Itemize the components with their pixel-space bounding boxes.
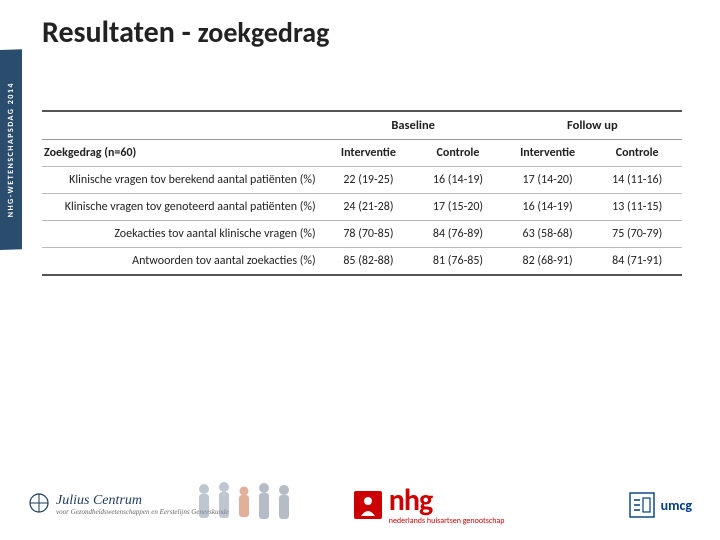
table-cell: 85 (82-88)	[324, 248, 414, 276]
table-cell: 24 (21-28)	[324, 194, 414, 221]
results-table: Baseline Follow up Zoekgedrag (n=60) Int…	[42, 110, 682, 276]
table-row: Klinische vragen tov berekend aantal pat…	[42, 167, 682, 194]
table-sub-header-row: Zoekgedrag (n=60) Interventie Controle I…	[42, 140, 682, 167]
row-label: Antwoorden tov aantal zoekacties (%)	[42, 248, 324, 276]
table-cell: 14 (11-16)	[592, 167, 682, 194]
row-label: Klinische vragen tov berekend aantal pat…	[42, 167, 324, 194]
table-cell: 75 (70-79)	[592, 221, 682, 248]
table-cell: 84 (76-89)	[413, 221, 503, 248]
table-cell: 22 (19-25)	[324, 167, 414, 194]
table-cell: 17 (14-20)	[503, 167, 593, 194]
table-group-header-row: Baseline Follow up	[42, 111, 682, 140]
side-branding-tab	[0, 49, 22, 250]
table-row: Antwoorden tov aantal zoekacties (%)85 (…	[42, 248, 682, 276]
group-header-baseline: Baseline	[324, 111, 503, 140]
sub-header-interventie-2: Interventie	[503, 140, 593, 167]
table-body: Klinische vragen tov berekend aantal pat…	[42, 167, 682, 276]
group-header-followup: Follow up	[503, 111, 682, 140]
footer-logos: Julius Centrum voor Gezondheidswetenscha…	[0, 470, 720, 540]
table-cell: 63 (58-68)	[503, 221, 593, 248]
table-cell: 81 (76-85)	[413, 248, 503, 276]
row-label: Zoekacties tov aantal klinische vragen (…	[42, 221, 324, 248]
table-cell: 84 (71-91)	[592, 248, 682, 276]
table-row: Klinische vragen tov genoteerd aantal pa…	[42, 194, 682, 221]
people-silhouette-icon	[190, 477, 300, 532]
table-cell: 78 (70-85)	[324, 221, 414, 248]
page-title: Resultaten - zoekgedrag	[42, 14, 329, 51]
table-cell: 82 (68-91)	[503, 248, 593, 276]
logo-nhg-tag: nederlands huisartsen genootschap	[389, 517, 505, 526]
logo-nhg-name: nhg	[389, 484, 505, 517]
group-header-empty	[42, 111, 324, 140]
row-label: Klinische vragen tov genoteerd aantal pa…	[42, 194, 324, 221]
table-cell: 13 (11-15)	[592, 194, 682, 221]
title-sub: zoekgedrag	[198, 15, 330, 50]
sub-header-controle-1: Controle	[413, 140, 503, 167]
julius-icon	[28, 492, 50, 518]
umcg-icon	[629, 492, 655, 518]
table-row: Zoekacties tov aantal klinische vragen (…	[42, 221, 682, 248]
results-table-container: Baseline Follow up Zoekgedrag (n=60) Int…	[42, 110, 682, 276]
table-cell: 16 (14-19)	[503, 194, 593, 221]
sub-header-interventie-1: Interventie	[324, 140, 414, 167]
logo-umcg: umcg	[629, 492, 692, 518]
title-main: Resultaten -	[42, 14, 198, 51]
sub-header-controle-2: Controle	[592, 140, 682, 167]
sub-header-label: Zoekgedrag (n=60)	[42, 140, 324, 167]
logo-nhg: nhg nederlands huisartsen genootschap	[353, 484, 505, 526]
table-cell: 17 (15-20)	[413, 194, 503, 221]
table-cell: 16 (14-19)	[413, 167, 503, 194]
logo-umcg-name: umcg	[661, 497, 692, 514]
nhg-icon	[353, 490, 383, 520]
